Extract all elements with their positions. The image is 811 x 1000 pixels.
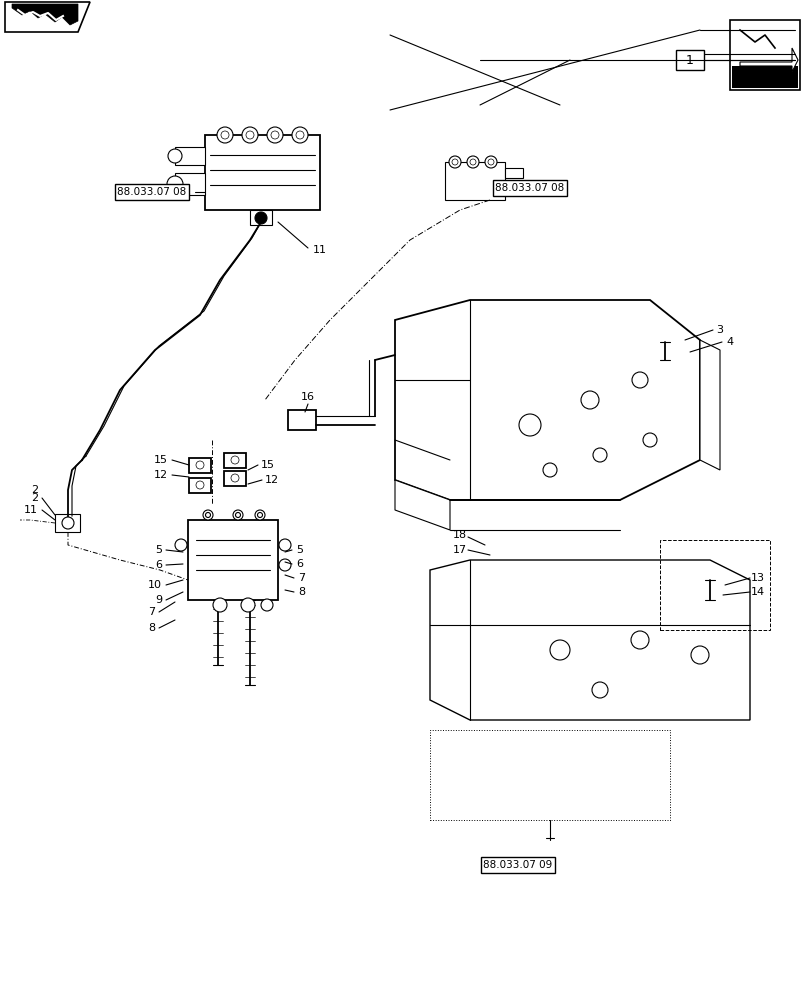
Circle shape [195, 481, 204, 489]
Polygon shape [394, 480, 449, 530]
Bar [504, 168, 522, 178]
Text: 2: 2 [31, 493, 38, 503]
Text: 12: 12 [154, 470, 168, 480]
Text: 18: 18 [453, 530, 466, 540]
Bar [188, 520, 277, 600]
Circle shape [203, 510, 212, 520]
Text: 2: 2 [31, 485, 38, 495]
Text: 16: 16 [301, 392, 315, 402]
Circle shape [168, 149, 182, 163]
Bar [731, 66, 797, 88]
Text: 3: 3 [715, 325, 723, 335]
Circle shape [543, 463, 556, 477]
Text: 88.033.07 08: 88.033.07 08 [118, 187, 187, 197]
Circle shape [452, 159, 457, 165]
Text: 6: 6 [296, 559, 303, 569]
Circle shape [260, 599, 272, 611]
Text: 13: 13 [750, 573, 764, 583]
Bar [659, 540, 769, 630]
Circle shape [448, 156, 461, 168]
Circle shape [221, 131, 229, 139]
Bar [504, 182, 522, 192]
Polygon shape [699, 340, 719, 470]
Polygon shape [394, 300, 699, 500]
Circle shape [630, 631, 648, 649]
Bar [189, 478, 211, 493]
Text: 7: 7 [298, 573, 305, 583]
Circle shape [470, 159, 475, 165]
Text: 9: 9 [155, 595, 162, 605]
Text: 5: 5 [155, 545, 162, 555]
Circle shape [279, 559, 290, 571]
Text: 6: 6 [155, 560, 162, 570]
Bar [175, 173, 204, 195]
Circle shape [581, 391, 599, 409]
Circle shape [62, 517, 74, 529]
Bar [189, 458, 211, 473]
Polygon shape [739, 48, 797, 72]
Polygon shape [430, 560, 749, 720]
Polygon shape [5, 2, 90, 32]
Bar [224, 471, 246, 486]
Circle shape [246, 131, 254, 139]
Bar [676, 50, 703, 70]
Circle shape [205, 512, 210, 518]
Bar [729, 20, 799, 90]
Circle shape [466, 156, 478, 168]
Bar [288, 410, 315, 430]
Circle shape [292, 127, 307, 143]
Text: 11: 11 [24, 505, 38, 515]
Circle shape [591, 682, 607, 698]
Circle shape [549, 640, 569, 660]
Circle shape [233, 510, 242, 520]
Circle shape [230, 456, 238, 464]
Circle shape [235, 512, 240, 518]
Circle shape [255, 510, 264, 520]
Circle shape [592, 448, 607, 462]
Text: 14: 14 [750, 587, 764, 597]
Circle shape [296, 131, 303, 139]
Circle shape [279, 539, 290, 551]
Circle shape [175, 539, 187, 551]
Bar [224, 453, 246, 468]
Circle shape [271, 131, 279, 139]
Circle shape [631, 372, 647, 388]
Text: 1: 1 [685, 54, 693, 67]
Circle shape [690, 646, 708, 664]
Text: 88.033.07 09: 88.033.07 09 [483, 860, 552, 870]
Text: 7: 7 [148, 607, 155, 617]
Text: 10: 10 [148, 580, 162, 590]
Bar [444, 162, 504, 200]
Bar [204, 135, 320, 210]
Circle shape [195, 461, 204, 469]
Text: 8: 8 [298, 587, 305, 597]
Text: 17: 17 [453, 545, 466, 555]
Bar [55, 514, 80, 532]
Bar [430, 730, 669, 820]
Circle shape [255, 212, 267, 224]
Text: 88.033.07 08: 88.033.07 08 [495, 183, 564, 193]
Text: 11: 11 [312, 245, 327, 255]
Circle shape [484, 156, 496, 168]
Circle shape [212, 598, 227, 612]
Bar [175, 147, 204, 165]
Text: 15: 15 [260, 460, 275, 470]
Text: 15: 15 [154, 455, 168, 465]
Bar [250, 210, 272, 225]
Circle shape [242, 127, 258, 143]
Circle shape [257, 512, 262, 518]
Circle shape [241, 598, 255, 612]
Circle shape [487, 159, 493, 165]
Text: 4: 4 [726, 337, 732, 347]
Text: 12: 12 [264, 475, 279, 485]
Polygon shape [12, 4, 78, 25]
Text: 8: 8 [148, 623, 155, 633]
Circle shape [518, 414, 540, 436]
Circle shape [167, 176, 182, 192]
Circle shape [217, 127, 233, 143]
Circle shape [230, 474, 238, 482]
Circle shape [267, 127, 283, 143]
Circle shape [642, 433, 656, 447]
Text: 5: 5 [296, 545, 303, 555]
